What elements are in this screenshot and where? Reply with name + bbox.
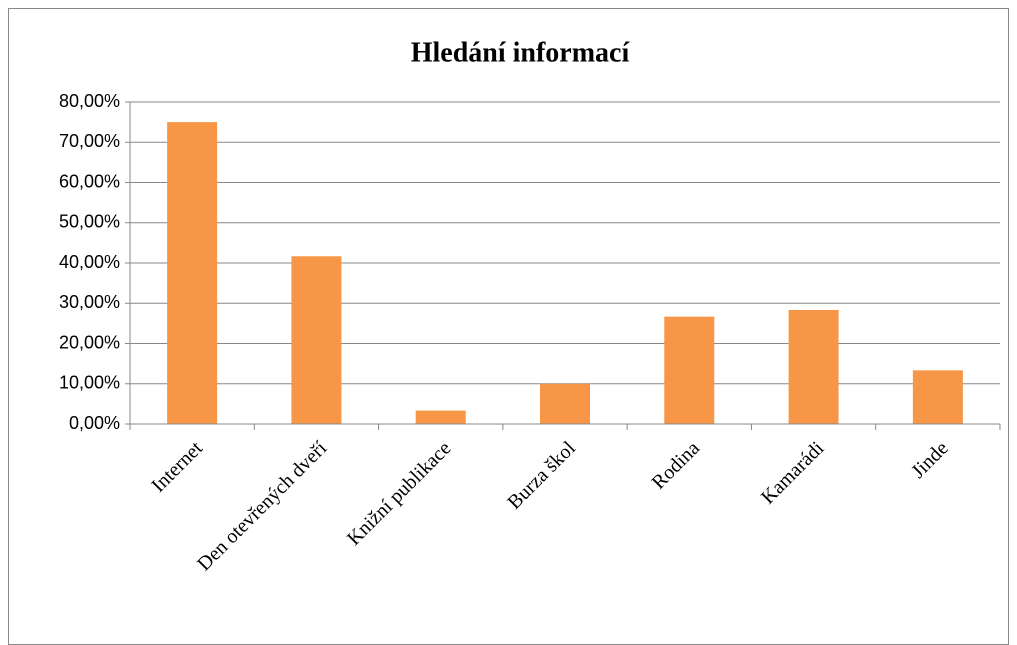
y-tick-label: 70,00% — [59, 131, 120, 151]
bar — [664, 316, 715, 424]
y-tick-label: 30,00% — [59, 292, 120, 312]
y-tick-label: 0,00% — [69, 413, 120, 433]
bar — [415, 410, 466, 424]
y-tick-label: 10,00% — [59, 373, 120, 393]
chart-title: Hledání informací — [411, 37, 631, 68]
y-tick-label: 50,00% — [59, 212, 120, 232]
y-tick-label: 80,00% — [59, 91, 120, 111]
y-tick-label: 60,00% — [59, 171, 120, 191]
bar — [167, 122, 218, 424]
bar — [540, 383, 590, 424]
chart-frame — [8, 8, 1009, 645]
bar — [788, 309, 839, 424]
y-tick-label: 20,00% — [59, 332, 120, 352]
bar — [291, 256, 342, 424]
bar — [912, 370, 963, 424]
y-tick-label: 40,00% — [59, 252, 120, 272]
